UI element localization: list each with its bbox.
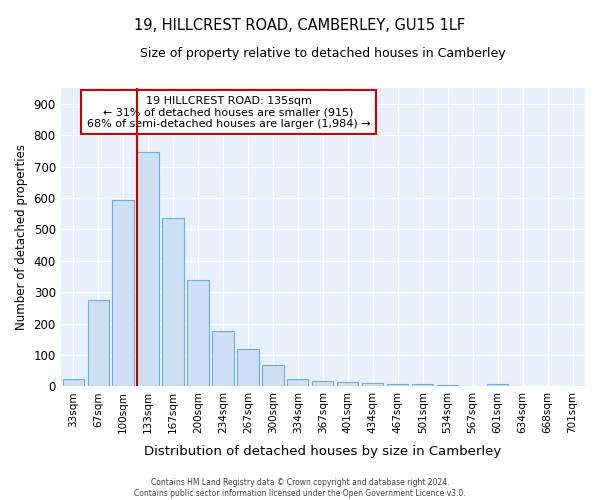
Bar bbox=[62, 378, 84, 386]
Bar bbox=[387, 384, 409, 386]
Text: 19, HILLCREST ROAD, CAMBERLEY, GU15 1LF: 19, HILLCREST ROAD, CAMBERLEY, GU15 1LF bbox=[134, 18, 466, 32]
Bar bbox=[262, 365, 284, 386]
Text: 19 HILLCREST ROAD: 135sqm
← 31% of detached houses are smaller (915)
68% of semi: 19 HILLCREST ROAD: 135sqm ← 31% of detac… bbox=[86, 96, 370, 128]
Text: Contains HM Land Registry data © Crown copyright and database right 2024.
Contai: Contains HM Land Registry data © Crown c… bbox=[134, 478, 466, 498]
Bar bbox=[437, 385, 458, 386]
Bar bbox=[287, 378, 308, 386]
Bar bbox=[312, 380, 334, 386]
Bar bbox=[137, 152, 158, 386]
Y-axis label: Number of detached properties: Number of detached properties bbox=[15, 144, 28, 330]
Bar bbox=[187, 280, 209, 386]
Bar bbox=[212, 330, 233, 386]
Bar bbox=[88, 300, 109, 386]
Bar bbox=[412, 384, 433, 386]
Title: Size of property relative to detached houses in Camberley: Size of property relative to detached ho… bbox=[140, 48, 506, 60]
Bar bbox=[362, 384, 383, 386]
X-axis label: Distribution of detached houses by size in Camberley: Distribution of detached houses by size … bbox=[144, 444, 502, 458]
Bar bbox=[487, 384, 508, 386]
Bar bbox=[112, 200, 134, 386]
Bar bbox=[238, 348, 259, 387]
Bar bbox=[163, 218, 184, 386]
Bar bbox=[337, 382, 358, 386]
